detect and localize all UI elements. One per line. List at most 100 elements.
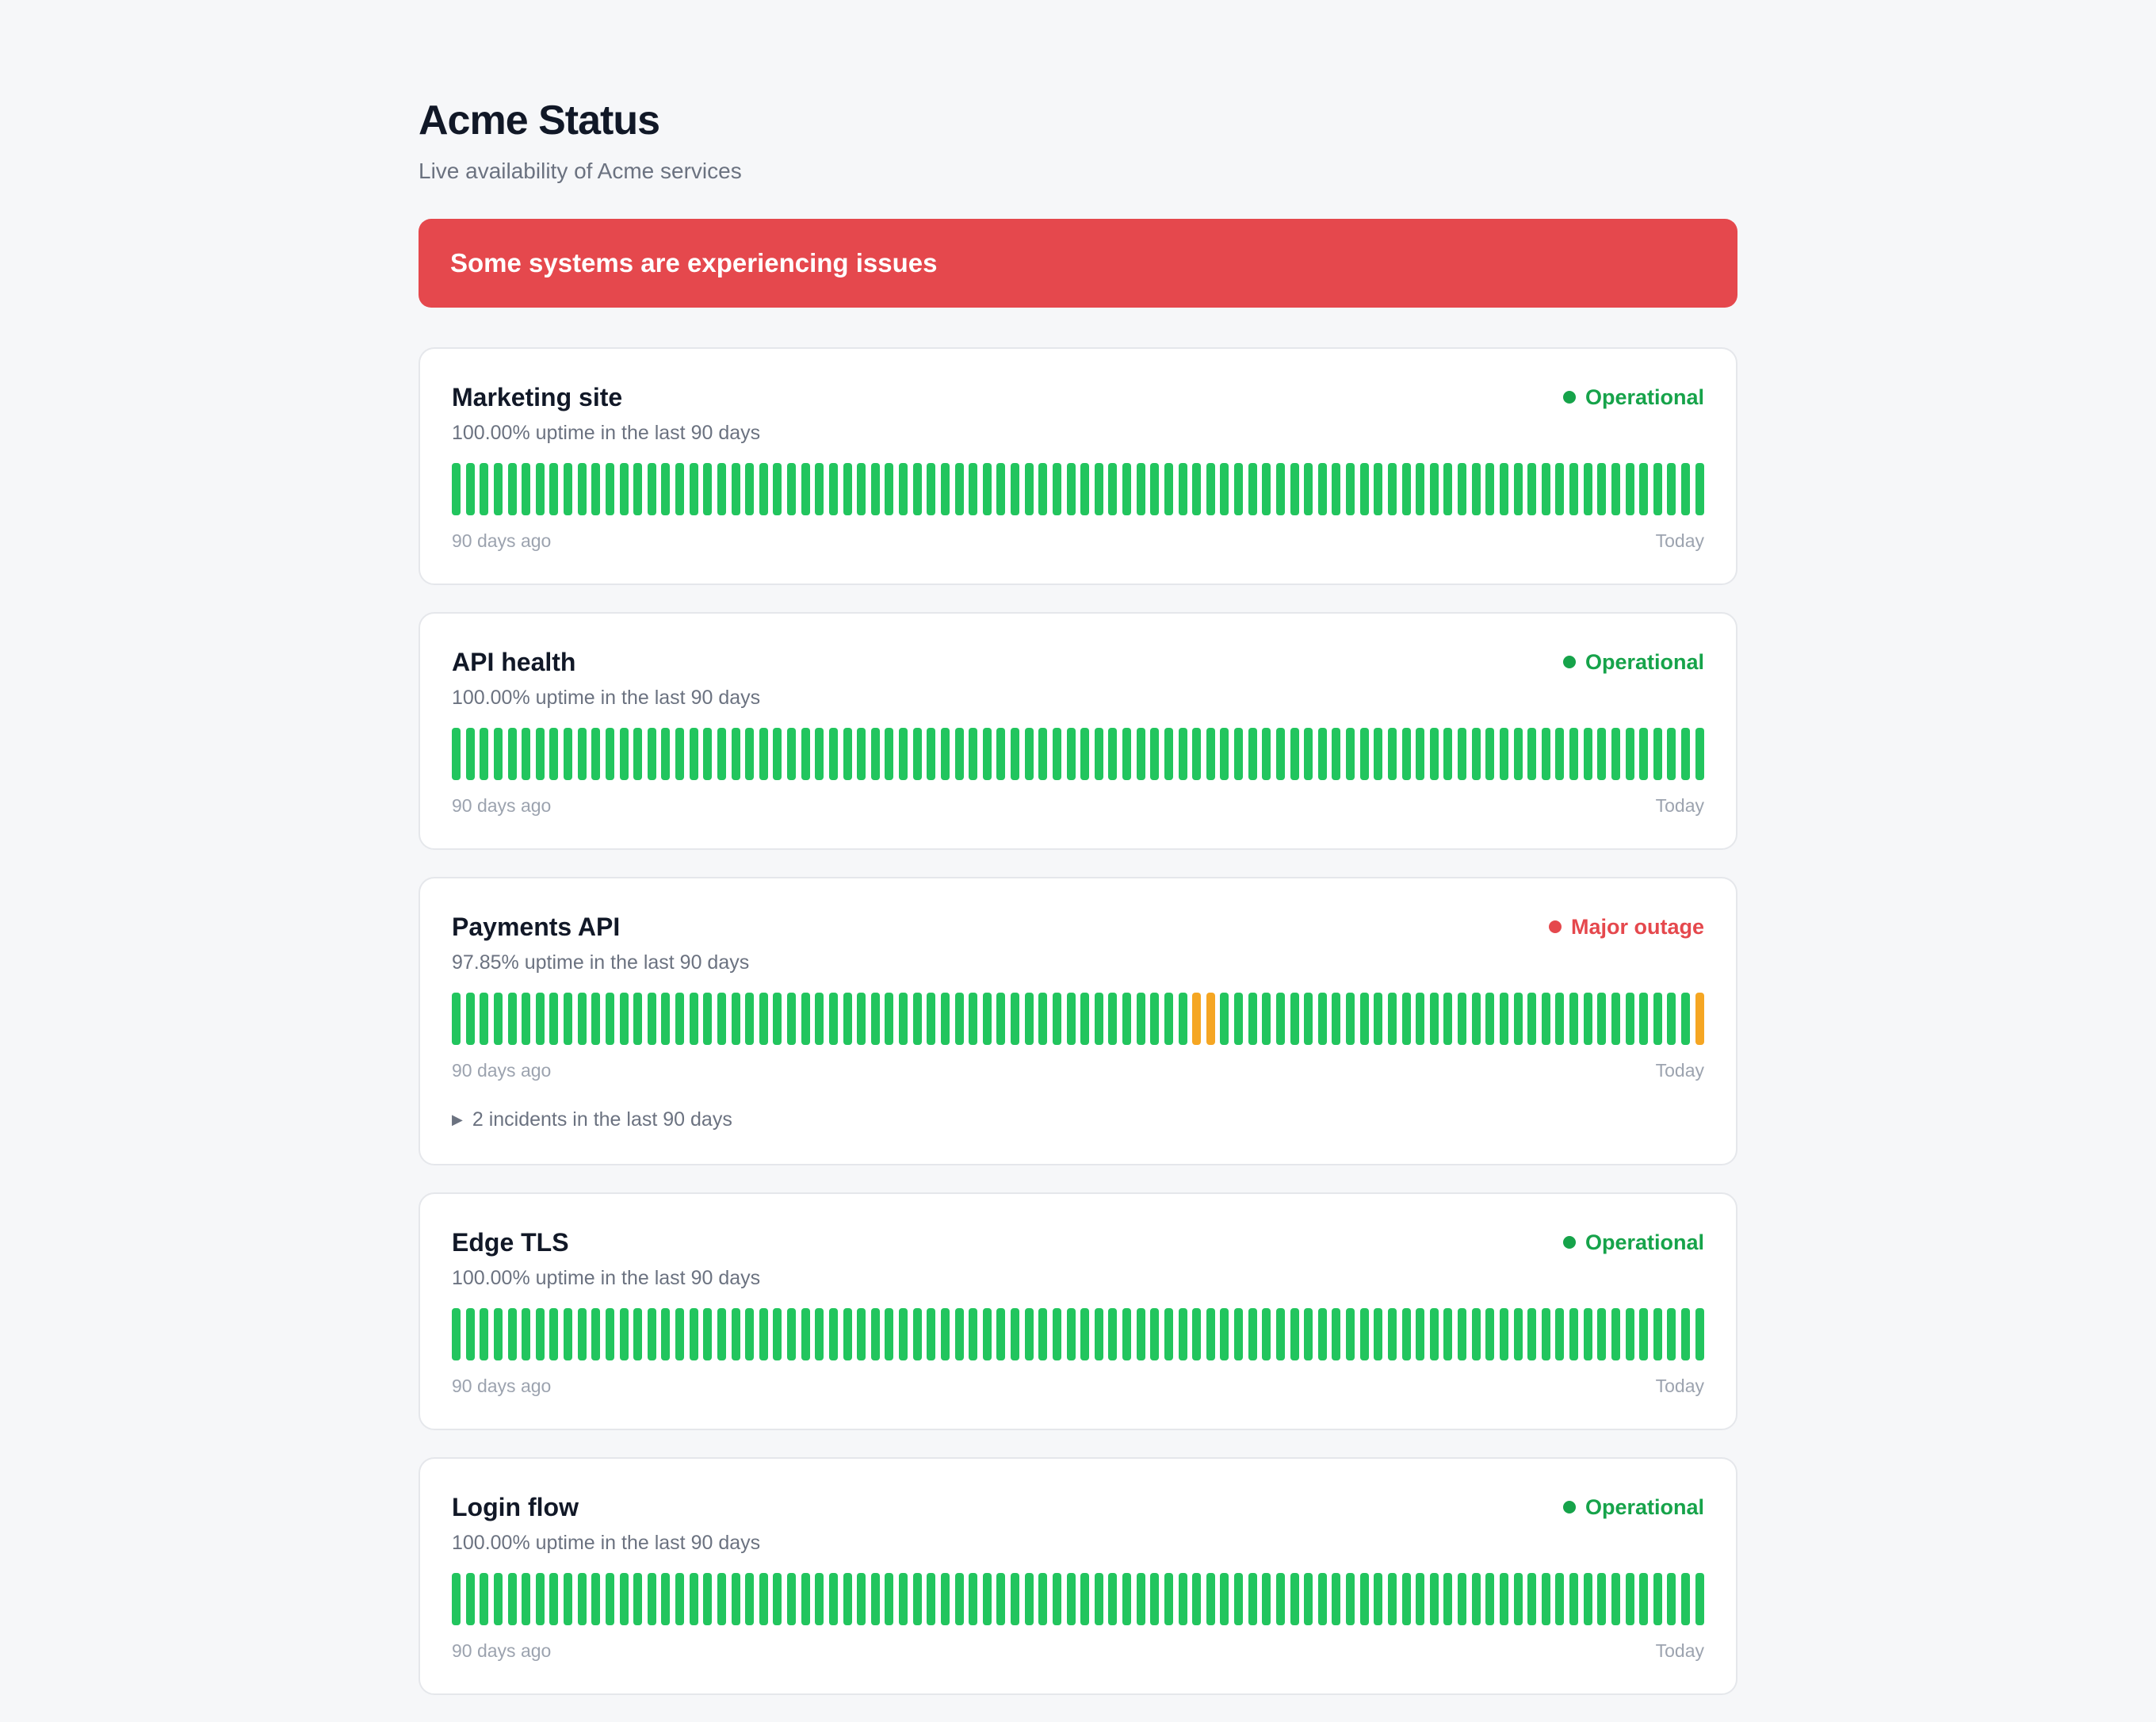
uptime-day-bar[interactable]: [591, 993, 601, 1045]
uptime-day-bar[interactable]: [703, 1573, 713, 1625]
uptime-day-bar[interactable]: [731, 463, 740, 515]
uptime-day-bar[interactable]: [1108, 463, 1118, 515]
uptime-day-bar[interactable]: [1317, 463, 1327, 515]
uptime-day-bar[interactable]: [1681, 1573, 1690, 1625]
uptime-day-bar[interactable]: [1429, 728, 1439, 780]
uptime-day-bar[interactable]: [1667, 1573, 1676, 1625]
uptime-day-bar[interactable]: [1317, 1308, 1327, 1360]
uptime-day-bar[interactable]: [1513, 1573, 1523, 1625]
uptime-day-bar[interactable]: [1653, 993, 1662, 1045]
uptime-day-bar[interactable]: [1458, 993, 1466, 1045]
uptime-day-bar[interactable]: [870, 728, 880, 780]
uptime-day-bar[interactable]: [996, 728, 1006, 780]
uptime-day-bar[interactable]: [1262, 1308, 1271, 1360]
uptime-day-bar[interactable]: [675, 463, 684, 515]
uptime-day-bar[interactable]: [954, 728, 964, 780]
uptime-day-bar[interactable]: [1178, 1308, 1187, 1360]
uptime-day-bar[interactable]: [1541, 728, 1550, 780]
uptime-day-bar[interactable]: [633, 728, 643, 780]
uptime-day-bar[interactable]: [689, 463, 698, 515]
uptime-day-bar[interactable]: [1262, 463, 1271, 515]
uptime-day-bar[interactable]: [1150, 1308, 1160, 1360]
uptime-day-bar[interactable]: [689, 993, 698, 1045]
uptime-day-bar[interactable]: [549, 1573, 559, 1625]
uptime-day-bar[interactable]: [857, 993, 866, 1045]
uptime-day-bar[interactable]: [1150, 993, 1160, 1045]
uptime-day-bar[interactable]: [1485, 1573, 1495, 1625]
uptime-day-bar[interactable]: [549, 728, 559, 780]
uptime-day-bar[interactable]: [745, 463, 755, 515]
uptime-day-bar[interactable]: [591, 728, 601, 780]
uptime-day-bar[interactable]: [1583, 1573, 1592, 1625]
uptime-day-bar[interactable]: [912, 463, 922, 515]
uptime-day-bar[interactable]: [745, 728, 755, 780]
uptime-day-bar[interactable]: [1108, 993, 1118, 1045]
uptime-day-bar[interactable]: [1541, 1308, 1550, 1360]
uptime-day-bar[interactable]: [1066, 463, 1076, 515]
uptime-day-bar[interactable]: [1094, 1308, 1103, 1360]
uptime-day-bar[interactable]: [1094, 993, 1103, 1045]
uptime-day-bar[interactable]: [1416, 728, 1425, 780]
uptime-day-bar[interactable]: [940, 1308, 950, 1360]
uptime-day-bar[interactable]: [969, 993, 978, 1045]
uptime-day-bar[interactable]: [703, 993, 713, 1045]
uptime-day-bar[interactable]: [577, 728, 587, 780]
uptime-day-bar[interactable]: [815, 1308, 824, 1360]
uptime-day-bar[interactable]: [1011, 993, 1019, 1045]
uptime-day-bar[interactable]: [1387, 1308, 1397, 1360]
uptime-day-bar[interactable]: [1429, 1308, 1439, 1360]
uptime-day-bar[interactable]: [1611, 1573, 1620, 1625]
uptime-day-bar[interactable]: [1359, 728, 1369, 780]
uptime-day-bar[interactable]: [969, 1573, 978, 1625]
uptime-day-bar[interactable]: [1248, 993, 1257, 1045]
uptime-day-bar[interactable]: [1234, 463, 1243, 515]
uptime-day-bar[interactable]: [969, 1308, 978, 1360]
uptime-day-bar[interactable]: [493, 993, 503, 1045]
uptime-day-bar[interactable]: [815, 463, 824, 515]
uptime-day-bar[interactable]: [1290, 1573, 1299, 1625]
uptime-day-bar[interactable]: [899, 1573, 908, 1625]
uptime-day-bar[interactable]: [828, 728, 838, 780]
uptime-day-bar[interactable]: [1681, 1308, 1690, 1360]
uptime-day-bar[interactable]: [1527, 463, 1537, 515]
uptime-day-bar[interactable]: [1038, 1308, 1048, 1360]
uptime-day-bar[interactable]: [1234, 1308, 1243, 1360]
uptime-day-bar[interactable]: [535, 993, 545, 1045]
uptime-day-bar[interactable]: [1192, 1308, 1202, 1360]
uptime-day-bar[interactable]: [927, 463, 936, 515]
uptime-day-bar[interactable]: [1458, 728, 1466, 780]
uptime-day-bar[interactable]: [773, 1308, 782, 1360]
uptime-day-bar[interactable]: [1275, 728, 1285, 780]
uptime-day-bar[interactable]: [564, 993, 572, 1045]
uptime-day-bar[interactable]: [522, 1573, 531, 1625]
uptime-day-bar[interactable]: [1275, 1573, 1285, 1625]
uptime-day-bar[interactable]: [1066, 1573, 1076, 1625]
uptime-day-bar[interactable]: [1611, 728, 1620, 780]
uptime-day-bar[interactable]: [1108, 1573, 1118, 1625]
uptime-day-bar[interactable]: [1178, 463, 1187, 515]
uptime-day-bar[interactable]: [1136, 1573, 1145, 1625]
uptime-day-bar[interactable]: [1024, 1308, 1034, 1360]
uptime-day-bar[interactable]: [899, 463, 908, 515]
uptime-day-bar[interactable]: [549, 1308, 559, 1360]
uptime-day-bar[interactable]: [815, 1573, 824, 1625]
uptime-day-bar[interactable]: [493, 728, 503, 780]
uptime-day-bar[interactable]: [927, 993, 936, 1045]
uptime-day-bar[interactable]: [1164, 463, 1173, 515]
uptime-day-bar[interactable]: [801, 993, 810, 1045]
uptime-day-bar[interactable]: [1220, 993, 1229, 1045]
uptime-day-bar[interactable]: [1667, 728, 1676, 780]
uptime-day-bar[interactable]: [452, 1308, 461, 1360]
uptime-day-bar[interactable]: [675, 1573, 684, 1625]
uptime-day-bar[interactable]: [1499, 728, 1508, 780]
uptime-day-bar[interactable]: [899, 1308, 908, 1360]
uptime-day-bar[interactable]: [787, 1308, 796, 1360]
uptime-day-bar[interactable]: [507, 993, 517, 1045]
uptime-day-bar[interactable]: [940, 463, 950, 515]
uptime-day-bar[interactable]: [1011, 728, 1019, 780]
uptime-day-bar[interactable]: [1136, 728, 1145, 780]
uptime-day-bar[interactable]: [1416, 463, 1425, 515]
uptime-day-bar[interactable]: [1387, 993, 1397, 1045]
uptime-day-bar[interactable]: [465, 463, 475, 515]
uptime-day-bar[interactable]: [564, 1308, 572, 1360]
